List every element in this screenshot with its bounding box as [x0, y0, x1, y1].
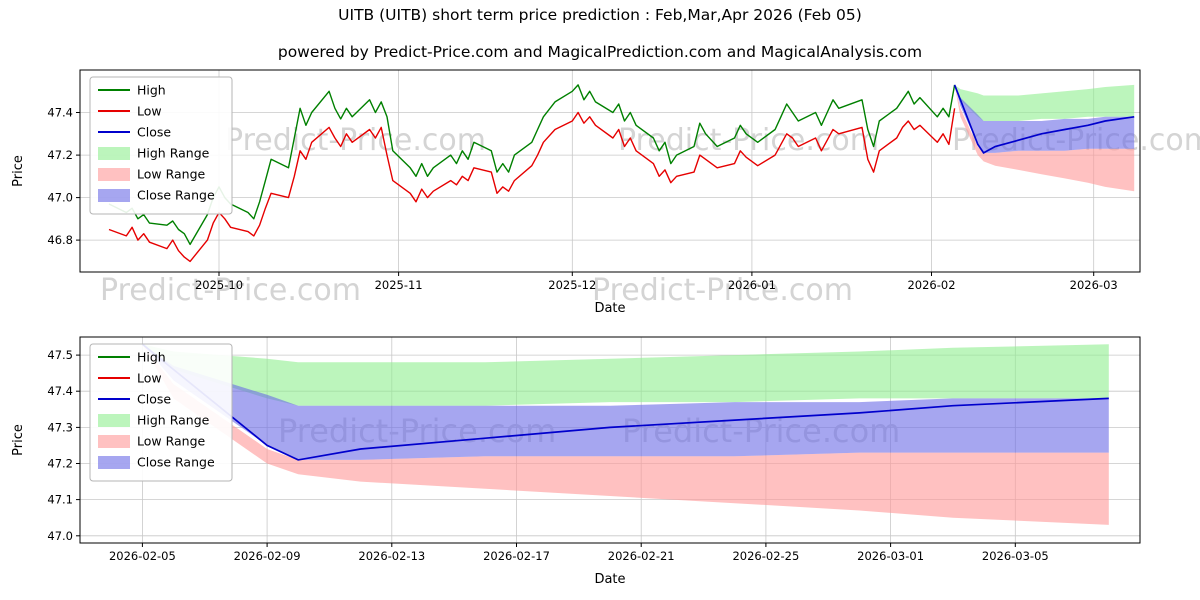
x-tick-label: 2025-11 [375, 278, 423, 292]
legend-label: Low [137, 371, 162, 386]
low_range-band [954, 84, 1135, 192]
legend-label: Low [137, 104, 162, 119]
legend-swatch-close_range [98, 456, 130, 469]
y-axis-label: Price [11, 424, 26, 456]
watermark-text: Predict-Price.com [618, 123, 879, 158]
legend-swatch-low_range [98, 435, 130, 448]
watermark-text: Predict-Price.com [100, 273, 361, 308]
y-tick-label: 47.4 [47, 106, 73, 120]
y-tick-label: 47.4 [47, 384, 73, 398]
plot-border [79, 336, 1141, 544]
legend-label: High Range [137, 413, 210, 428]
close-line [953, 84, 1135, 155]
y-tick-label: 47.2 [47, 457, 73, 471]
y-axis-label: Price [11, 155, 26, 187]
y-tick-label: 47.5 [47, 348, 73, 362]
x-tick-label: 2026-03-05 [982, 549, 1049, 563]
chart-title: UITB (UITB) short term price prediction … [338, 6, 862, 24]
x-tick-label: 2026-02-13 [358, 549, 425, 563]
close-line [141, 343, 1109, 461]
watermark-text: Predict-Price.com [592, 273, 853, 308]
close_range-band [954, 84, 1135, 153]
x-tick-label: 2026-03-01 [857, 549, 924, 563]
low-line [108, 108, 956, 263]
x-tick-label: 2026-02 [907, 278, 955, 292]
legend-label: Close Range [137, 188, 215, 203]
legend-swatch-high_range [98, 147, 130, 160]
legend-swatch-high_range [98, 414, 130, 427]
high-line [108, 84, 956, 246]
plot-border [79, 69, 1141, 273]
legend-label: Low Range [137, 167, 206, 182]
x-tick-label: 2026-02-09 [234, 549, 301, 563]
x-tick-label: 2025-12 [548, 278, 596, 292]
high_range-band [142, 344, 1109, 406]
chart-subtitle: powered by Predict-Price.com and Magical… [277, 43, 923, 61]
legend-label: High [137, 350, 166, 365]
low_range-band [142, 344, 1109, 525]
y-tick-label: 47.1 [47, 493, 73, 507]
x-tick-label: 2026-02-17 [483, 549, 550, 563]
high_range-band [954, 84, 1135, 121]
close_range-band [142, 344, 1109, 460]
y-tick-label: 47.3 [47, 420, 73, 434]
x-axis-label: Date [594, 301, 625, 316]
x-tick-label: 2026-03 [1070, 278, 1118, 292]
legend-swatch-close_range [98, 189, 130, 202]
y-tick-label: 47.0 [47, 529, 73, 543]
legend-label: High [137, 83, 166, 98]
top-chart: Predict-Price.com Predict-Price.com Predic… [11, 69, 1200, 316]
bottom-chart: Predict-Price.comPredict-Price.com2026-0… [11, 336, 1141, 587]
y-tick-label: 47.0 [47, 191, 73, 205]
legend-label: Close [137, 125, 171, 140]
x-tick-label: 2026-02-21 [608, 549, 675, 563]
legend-swatch-low_range [98, 168, 130, 181]
x-tick-label: 2026-01 [728, 278, 776, 292]
legend-label: Close Range [137, 455, 215, 470]
x-tick-label: 2026-02-25 [732, 549, 799, 563]
x-axis-label: Date [594, 572, 625, 587]
legend-label: High Range [137, 146, 210, 161]
x-tick-label: 2025-10 [195, 278, 243, 292]
y-tick-label: 47.2 [47, 148, 73, 162]
y-tick-label: 46.8 [47, 233, 73, 247]
legend-label: Low Range [137, 434, 206, 449]
legend-label: Close [137, 392, 171, 407]
x-tick-label: 2026-02-05 [109, 549, 176, 563]
